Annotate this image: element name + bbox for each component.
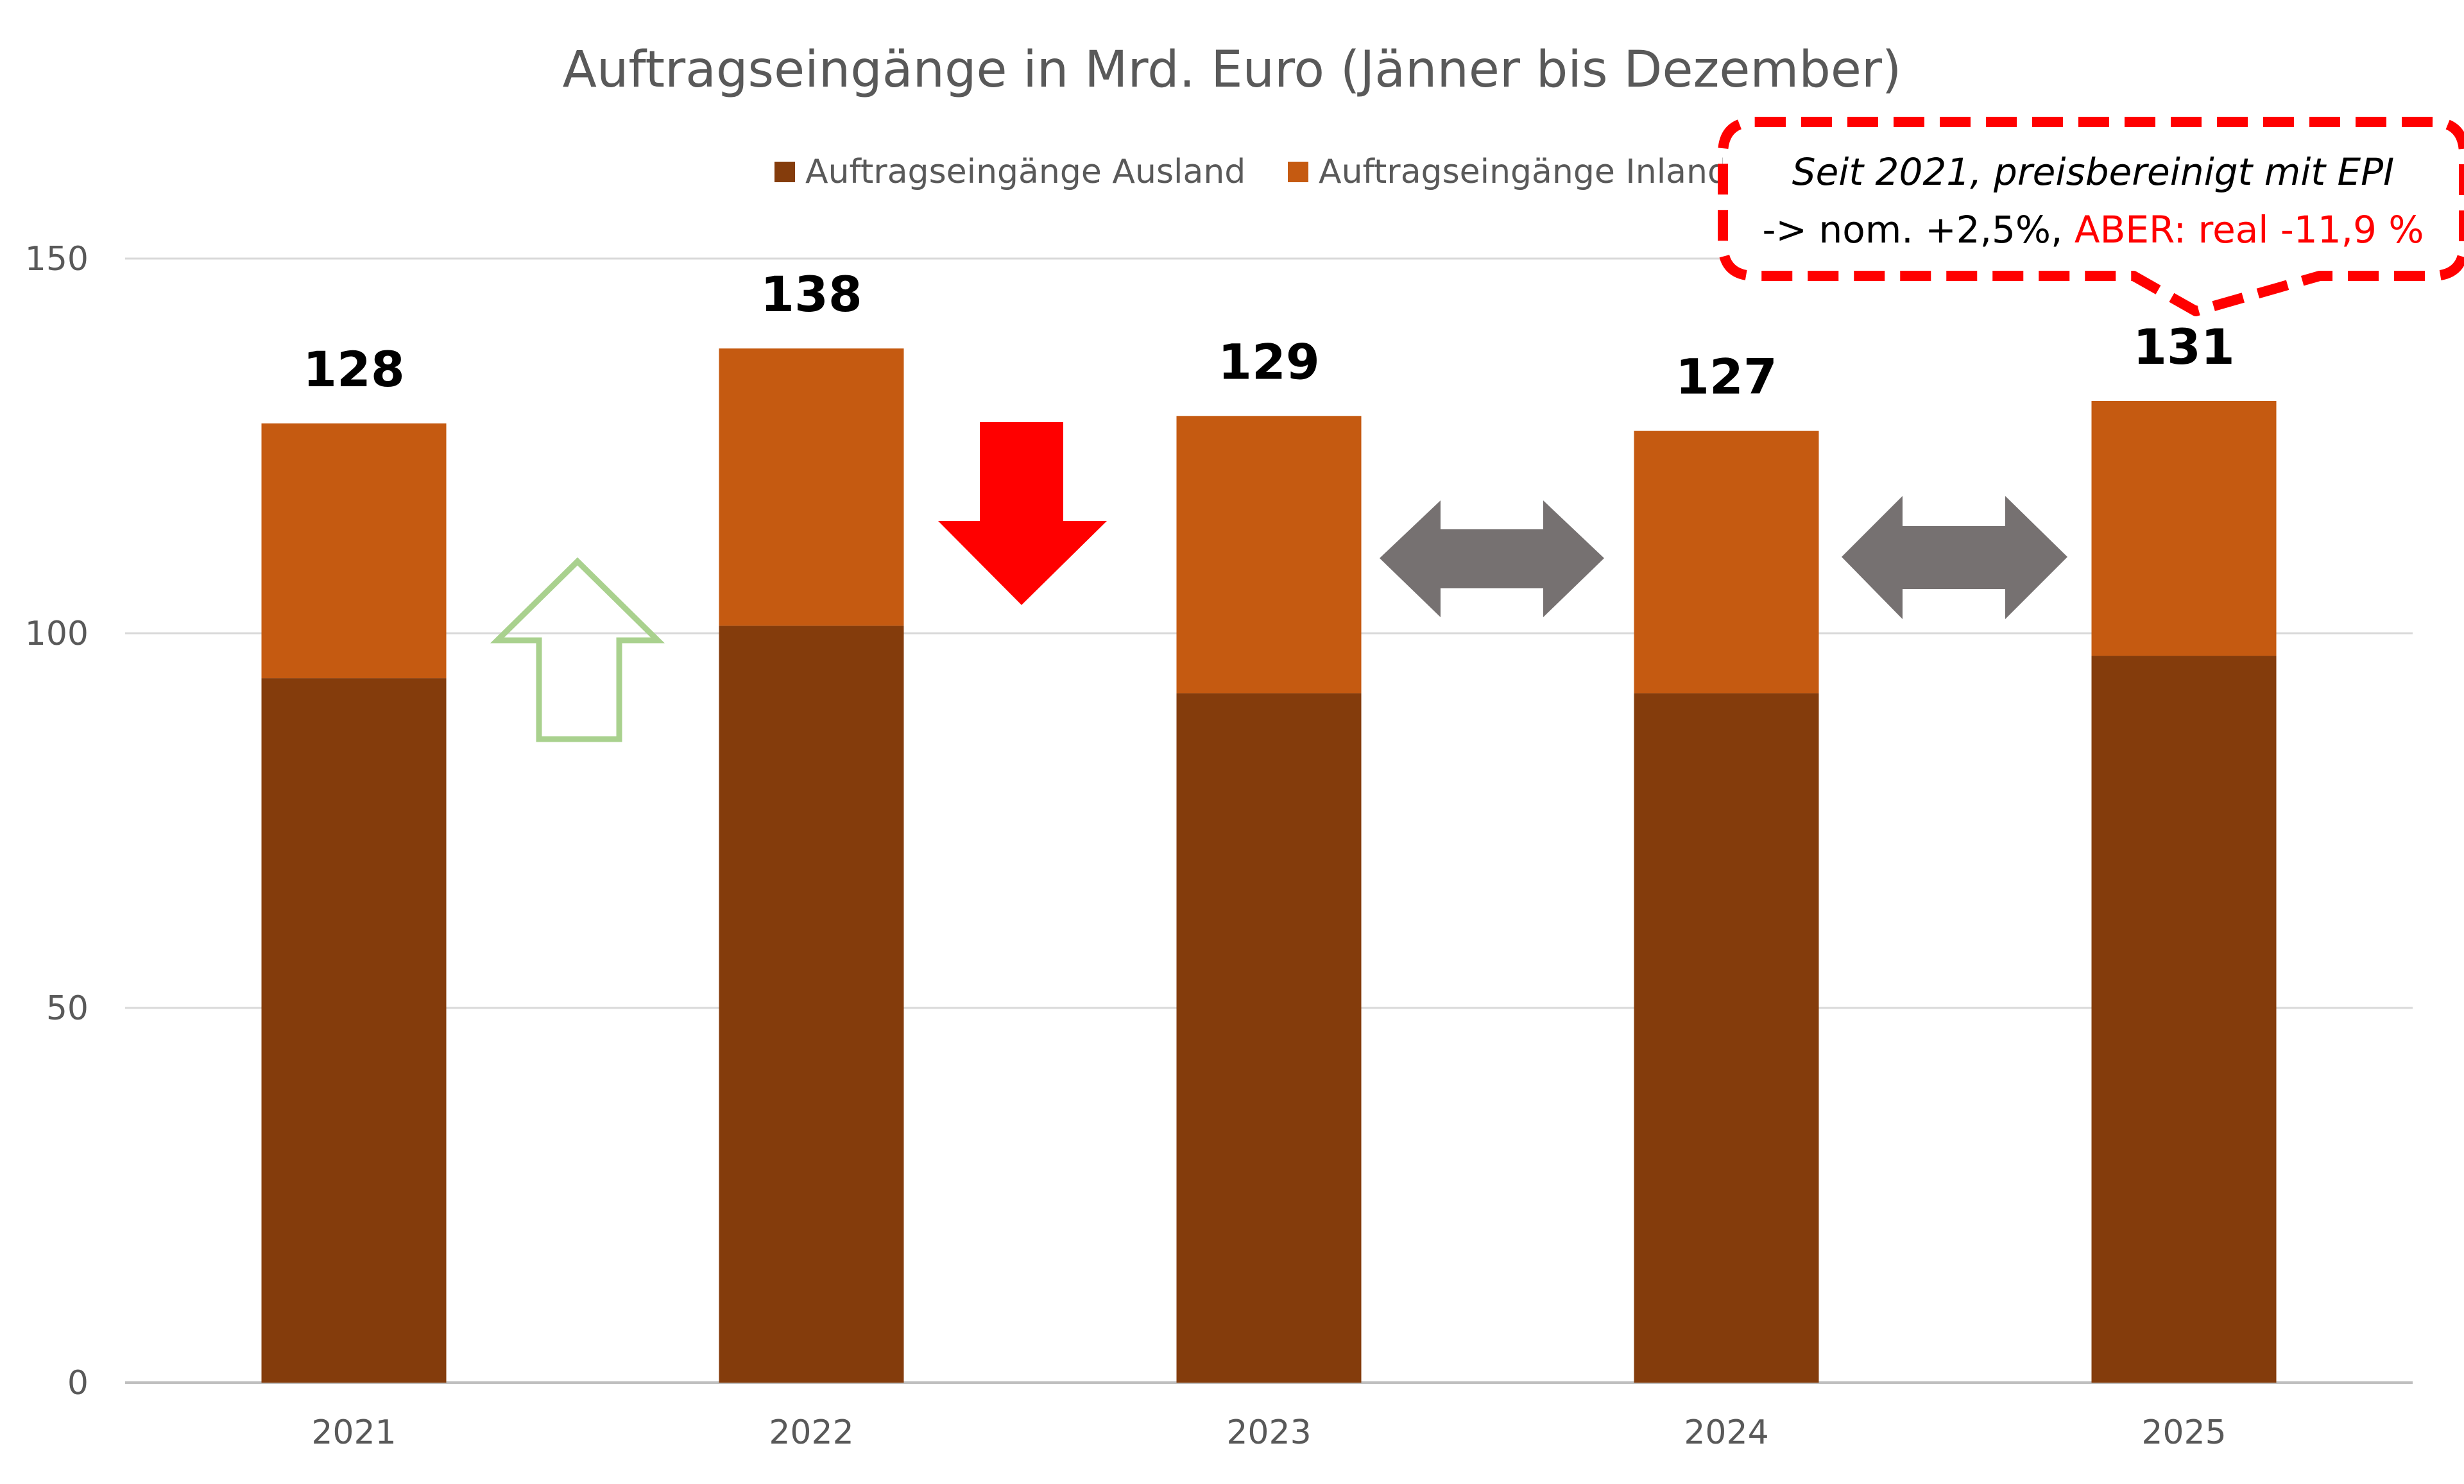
bar-inland-2023 — [1176, 416, 1362, 694]
arrow-annotations — [490, 422, 2067, 742]
x-tick-label-2025: 2025 — [2141, 1413, 2226, 1452]
legend-label-inland: Auftragseingänge Inland — [1319, 153, 1729, 191]
chart-title: Auftragseingänge in Mrd. Euro (Jänner bi… — [563, 41, 1902, 99]
bar-total-label-2021: 128 — [303, 341, 405, 398]
bar-ausland-2025 — [2091, 656, 2277, 1383]
bar-ausland-2023 — [1176, 693, 1362, 1383]
bar-total-label-2025: 131 — [2133, 318, 2235, 375]
legend-label-ausland: Auftragseingänge Ausland — [805, 153, 1245, 191]
x-tick-label-2023: 2023 — [1226, 1413, 1311, 1452]
bar-ausland-2024 — [1634, 693, 1819, 1383]
bar-total-label-2022: 138 — [760, 266, 862, 323]
bar-inland-2024 — [1634, 431, 1819, 694]
x-axis-ticks: 2021 2022 2023 2024 2025 — [311, 1413, 2226, 1452]
callout-real-text: ABER: real -11,9 % — [2075, 208, 2424, 252]
y-tick-label-150: 150 — [25, 240, 89, 278]
bar-total-label-2023: 129 — [1218, 333, 1320, 390]
double-arrow-2024-2025-icon — [1842, 496, 2067, 619]
x-tick-label-2022: 2022 — [769, 1413, 853, 1452]
legend-swatch-inland — [1288, 162, 1308, 182]
double-arrow-2023-2024-icon — [1380, 500, 1604, 617]
callout-line-2: -> nom. +2,5%, ABER: real -11,9 % — [1763, 208, 2424, 252]
bar-inland-2022 — [719, 348, 904, 626]
y-tick-label-0: 0 — [67, 1364, 89, 1403]
callout-bubble — [1718, 117, 2464, 316]
y-axis-ticks: 0 50 100 150 — [25, 240, 89, 1403]
legend: Auftragseingänge Ausland Auftragseingäng… — [774, 153, 1729, 191]
x-tick-label-2021: 2021 — [311, 1413, 396, 1452]
x-tick-label-2024: 2024 — [1684, 1413, 1768, 1452]
arrow-up-outline-icon — [490, 557, 665, 742]
callout: Seit 2021, preisbereinigt mit EPI -> nom… — [1718, 117, 2464, 316]
callout-nominal-text: -> nom. +2,5%, — [1763, 208, 2075, 252]
bar-ausland-2021 — [261, 678, 447, 1383]
bar-total-labels: 128 138 129 127 131 — [303, 266, 2235, 405]
bar-total-label-2024: 127 — [1675, 348, 1777, 405]
bars — [261, 348, 2277, 1383]
y-tick-label-100: 100 — [25, 615, 89, 653]
bar-ausland-2022 — [719, 626, 904, 1383]
bar-inland-2025 — [2091, 400, 2277, 656]
bar-inland-2021 — [261, 423, 447, 679]
callout-line-1: Seit 2021, preisbereinigt mit EPI — [1792, 150, 2394, 194]
arrow-down-red-icon — [938, 422, 1107, 605]
y-tick-label-50: 50 — [46, 989, 89, 1028]
legend-swatch-ausland — [774, 162, 795, 182]
